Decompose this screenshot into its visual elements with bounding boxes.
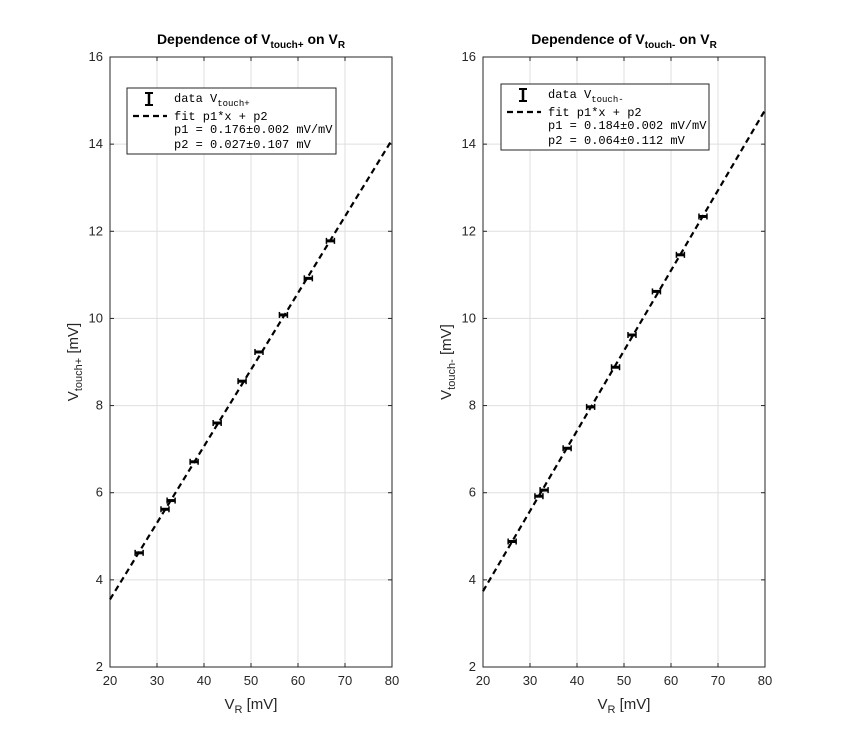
legend-data-label: data Vtouch- xyxy=(548,88,624,105)
y-tick-label: 14 xyxy=(462,136,476,151)
data-point xyxy=(325,237,336,244)
data-point xyxy=(507,538,517,545)
legend-fit-label: fit p1*x + p2 xyxy=(548,106,642,120)
data-point xyxy=(539,487,549,494)
data-point xyxy=(562,445,572,452)
x-tick-label: 30 xyxy=(150,673,164,688)
title-text: Dependence of V xyxy=(531,31,645,47)
data-point xyxy=(534,493,544,500)
title-text: Dependence of V xyxy=(157,31,271,47)
data-point xyxy=(651,288,662,295)
data-point xyxy=(237,378,247,385)
data-point xyxy=(585,403,596,410)
fit-line xyxy=(482,109,766,592)
data-point xyxy=(610,364,621,371)
data-point xyxy=(212,420,222,426)
y-label-text: [mV] xyxy=(438,324,455,359)
y-tick-label: 10 xyxy=(89,310,103,325)
data-point xyxy=(627,331,637,338)
title-text: on V xyxy=(304,31,339,47)
title-subscript: touch+ xyxy=(271,40,304,51)
y-axis-label: Vtouch+ [mV] xyxy=(65,323,85,401)
x-tick-label: 40 xyxy=(197,673,211,688)
x-label-text: V xyxy=(225,696,235,713)
x-tick-label: 50 xyxy=(244,673,258,688)
chart-title: Dependence of Vtouch- on VR xyxy=(531,31,717,51)
title-subscript: R xyxy=(338,40,346,51)
y-tick-label: 10 xyxy=(462,310,476,325)
legend-p2-line: p2 = 0.027±0.107 mV xyxy=(174,138,312,152)
y-tick-label: 6 xyxy=(469,485,476,500)
legend-data-text: data V xyxy=(174,92,218,106)
x-label-subscript: R xyxy=(608,704,616,716)
y-tick-label: 8 xyxy=(96,398,103,413)
x-tick-label: 30 xyxy=(523,673,537,688)
y-tick-label: 12 xyxy=(89,223,103,238)
data-point xyxy=(675,251,686,258)
y-label-text: [mV] xyxy=(65,323,82,358)
data-point xyxy=(160,506,170,513)
y-tick-label: 4 xyxy=(469,572,476,587)
x-tick-label: 80 xyxy=(758,673,772,688)
x-tick-label: 20 xyxy=(103,673,117,688)
y-tick-label: 2 xyxy=(469,659,476,674)
x-tick-label: 80 xyxy=(385,673,399,688)
title-subscript: touch- xyxy=(645,40,676,51)
data-point xyxy=(254,348,264,355)
x-axis-label: VR [mV] xyxy=(598,696,651,716)
data-point xyxy=(189,458,199,465)
x-tick-label: 70 xyxy=(711,673,725,688)
x-tick-label: 50 xyxy=(617,673,631,688)
title-subscript: R xyxy=(710,40,718,51)
legend-p1-line: p1 = 0.176±0.002 mV/mV xyxy=(174,123,333,137)
y-tick-label: 16 xyxy=(89,49,103,64)
data-point xyxy=(166,497,176,504)
y-label-subscript: touch- xyxy=(446,359,458,390)
chart-panel-1: 20 30 40 50 60 70 80 2 4 6 8 10 12 14 16 Dependence of … xyxy=(65,31,399,716)
y-tick-label: 8 xyxy=(469,398,476,413)
legend-data-label: data Vtouch+ xyxy=(174,92,250,109)
data-point xyxy=(303,275,314,282)
legend-box xyxy=(126,87,337,155)
data-point xyxy=(134,549,144,556)
x-label-text: [mV] xyxy=(242,696,277,713)
legend-p1-line: p1 = 0.184±0.002 mV/mV xyxy=(548,119,707,133)
x-label-text: V xyxy=(598,696,608,713)
legend-box xyxy=(500,83,710,151)
legend-p2-line: p2 = 0.064±0.112 mV xyxy=(548,134,686,148)
title-text: on V xyxy=(675,31,710,47)
y-label-subscript: touch+ xyxy=(73,358,85,391)
x-label-subscript: R xyxy=(235,704,243,716)
chart-title: Dependence of Vtouch+ on VR xyxy=(157,31,346,51)
legend-data-subscript: touch+ xyxy=(217,99,249,109)
y-tick-label: 6 xyxy=(96,485,103,500)
legend-fit-label: fit p1*x + p2 xyxy=(174,110,268,124)
y-tick-label: 14 xyxy=(89,136,103,151)
chart-panel-2: 20 30 40 50 60 70 80 2 4 6 8 10 12 14 16 Dependence of … xyxy=(438,31,772,716)
x-tick-label: 40 xyxy=(570,673,584,688)
data-point xyxy=(698,213,708,220)
x-tick-label: 60 xyxy=(664,673,678,688)
y-label-text: V xyxy=(438,390,455,400)
x-tick-label: 70 xyxy=(338,673,352,688)
x-label-text: [mV] xyxy=(615,696,650,713)
y-tick-label: 16 xyxy=(462,49,476,64)
x-tick-label: 20 xyxy=(476,673,490,688)
y-label-text: V xyxy=(65,391,82,401)
y-tick-label: 12 xyxy=(462,223,476,238)
legend-data-text: data V xyxy=(548,88,592,102)
y-tick-label: 4 xyxy=(96,572,103,587)
y-tick-label: 2 xyxy=(96,659,103,674)
data-point xyxy=(278,311,289,318)
y-axis-label: Vtouch- [mV] xyxy=(438,324,458,400)
x-tick-label: 60 xyxy=(291,673,305,688)
x-axis-label: VR [mV] xyxy=(225,696,278,716)
legend-data-subscript: touch- xyxy=(591,95,623,105)
